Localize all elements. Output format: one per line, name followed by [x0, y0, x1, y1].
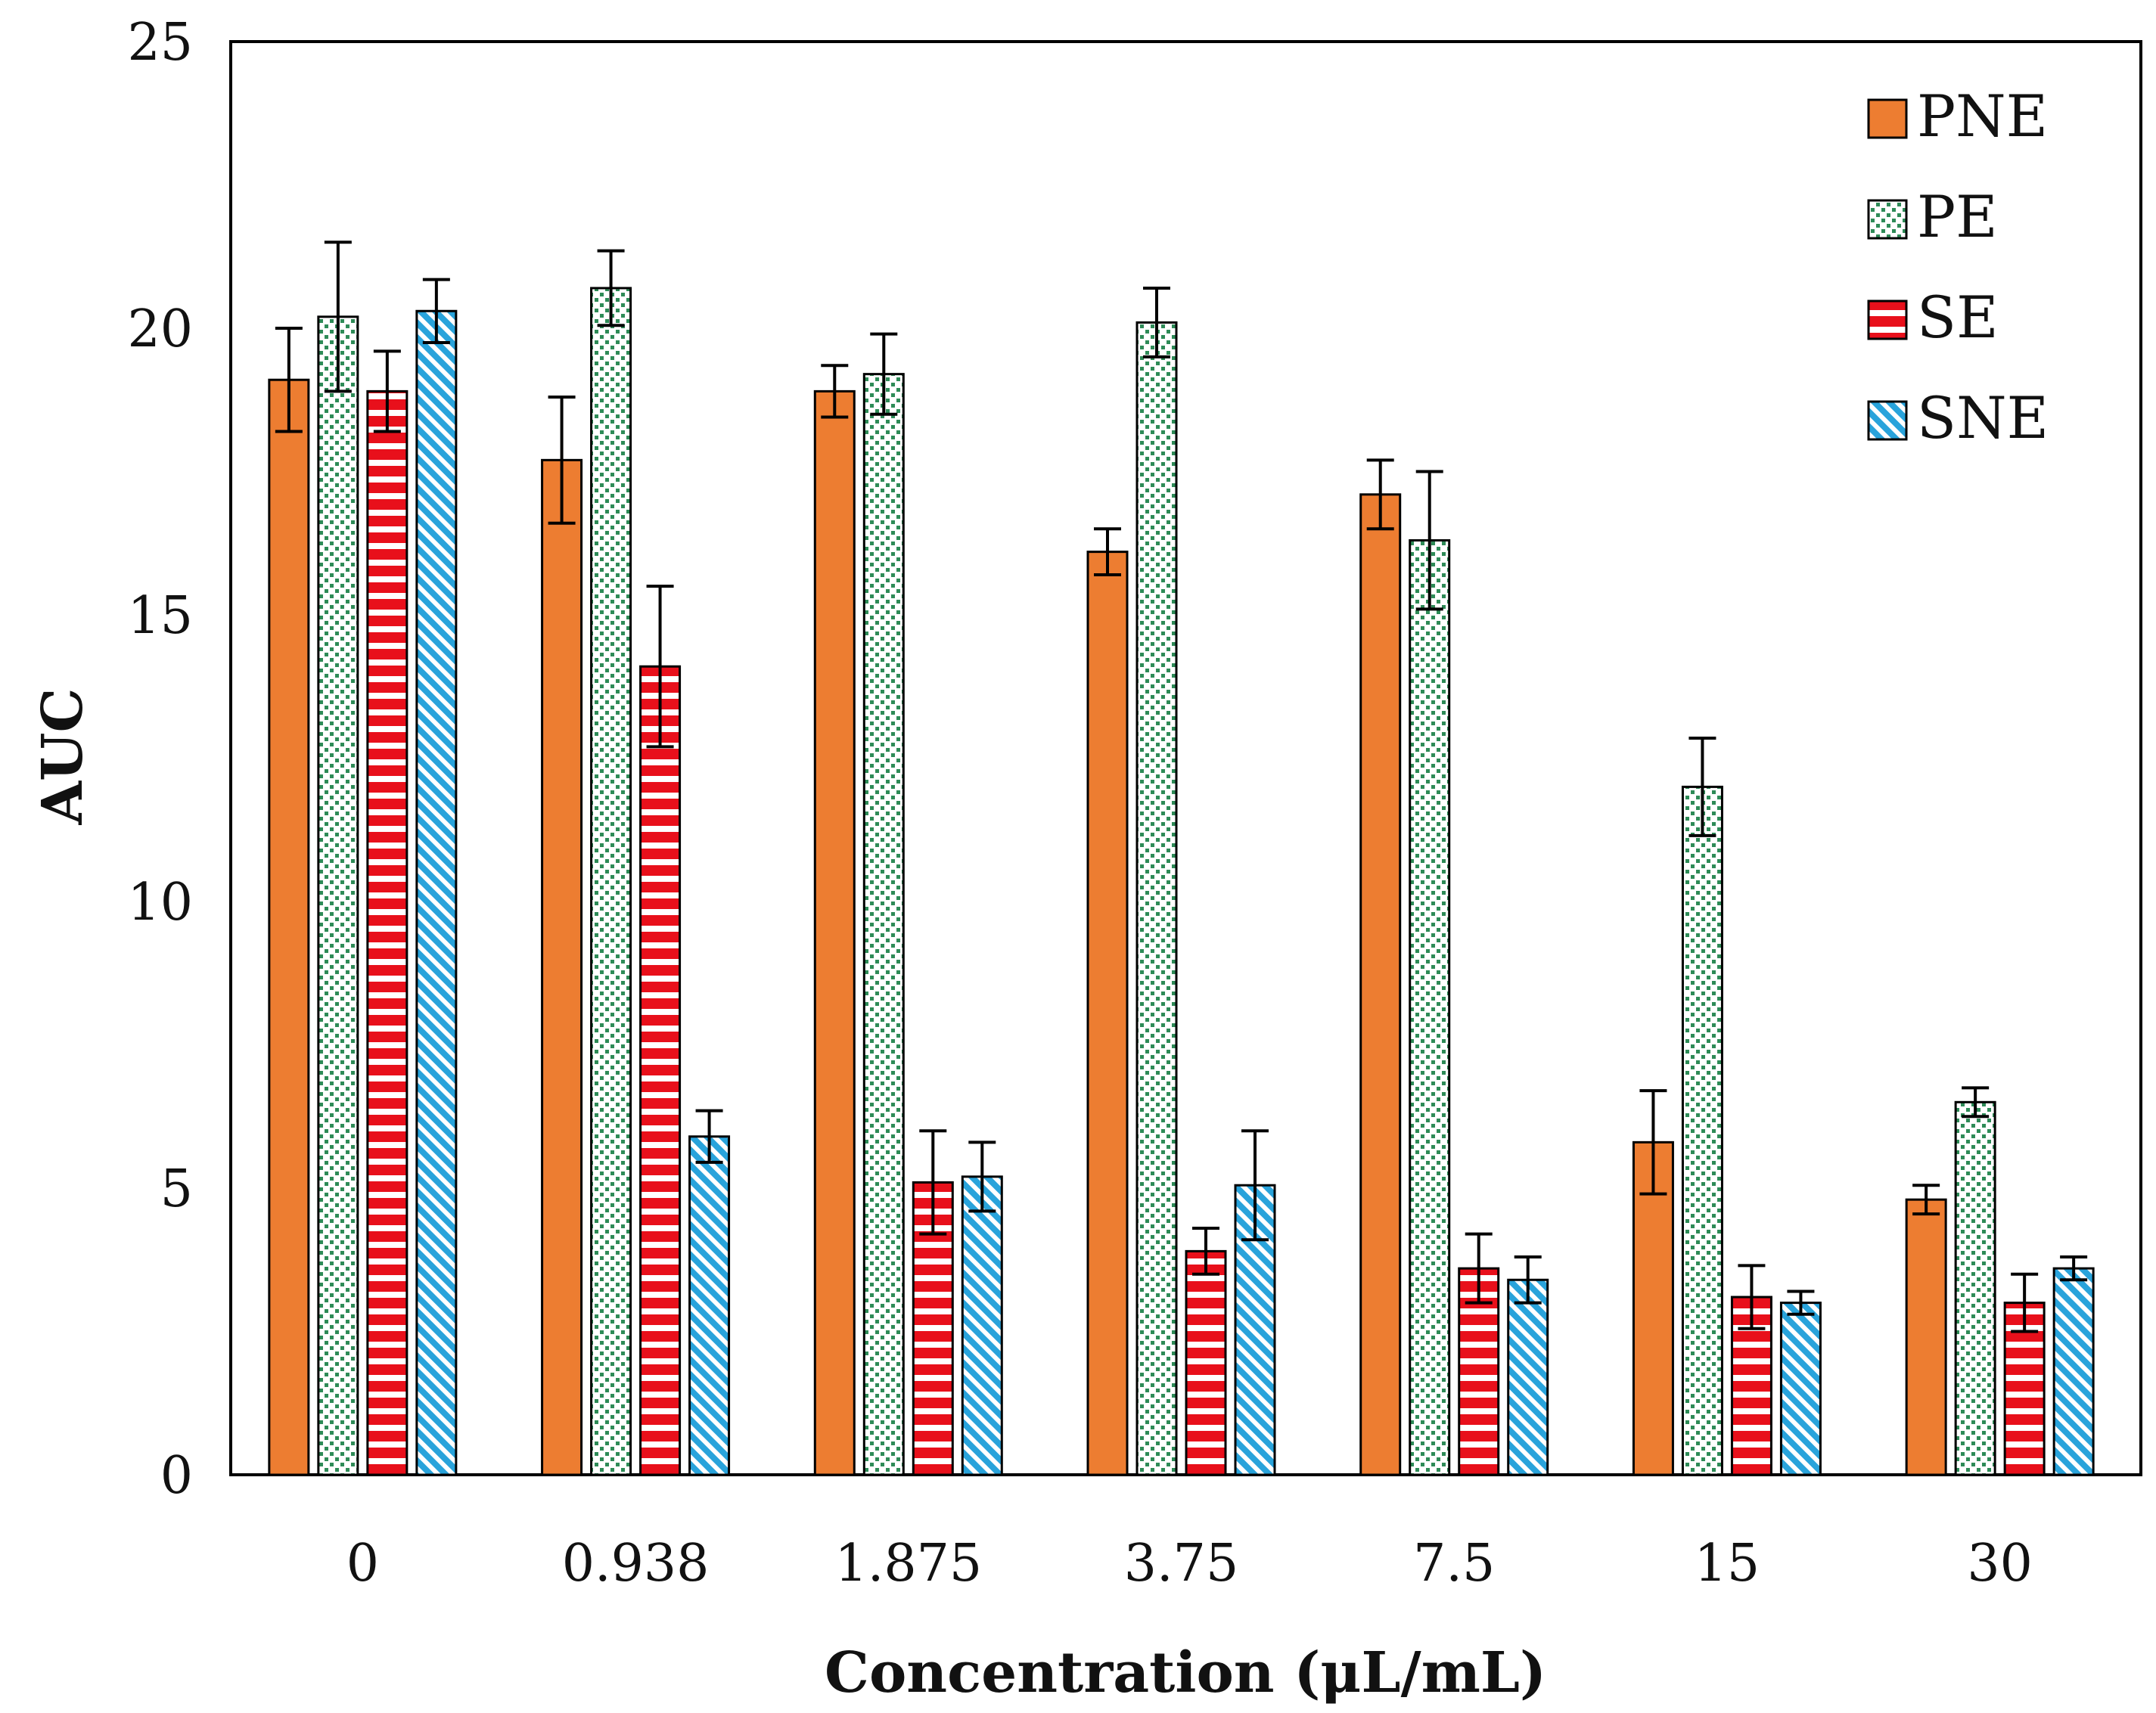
- error-bar-se-30: [2011, 1272, 2039, 1333]
- error-bar-pne-3-75: [1094, 527, 1121, 576]
- bar-pe-3-75: [1135, 321, 1178, 1476]
- bar-se-0-938: [639, 665, 682, 1476]
- error-bar-pe-30: [1962, 1086, 1990, 1119]
- y-tick-label-10: 10: [127, 873, 193, 933]
- error-bar-sne-7-5: [1514, 1255, 1542, 1305]
- bar-pe-1-875: [862, 373, 905, 1476]
- bar-pe-30: [1954, 1100, 1996, 1476]
- legend-swatch-se: [1867, 299, 1908, 340]
- x-axis-ticks: 0 0.938 1.875 3.75 7.5 15 30: [346, 1534, 2033, 1594]
- bar-se-0: [366, 389, 409, 1476]
- error-bar-sne-3-75: [1241, 1129, 1269, 1242]
- y-tick-label-25: 25: [127, 13, 193, 73]
- error-bar-sne-0-938: [695, 1109, 723, 1164]
- error-bar-sne-15: [1787, 1289, 1815, 1316]
- y-tick-label-0: 0: [160, 1446, 193, 1506]
- bar-pe-0-938: [590, 287, 632, 1476]
- x-tick-label-7-5: 7.5: [1413, 1534, 1495, 1594]
- x-tick-label-15: 15: [1695, 1534, 1760, 1594]
- error-bar-pe-0: [324, 241, 352, 393]
- bar-pe-0: [317, 315, 359, 1476]
- bar-sne-30: [2052, 1267, 2095, 1476]
- bar-pne-0-938: [541, 458, 583, 1476]
- x-tick-label-1-875: 1.875: [834, 1534, 982, 1594]
- y-axis-ticks: 0 5 10 15 20 25: [127, 13, 193, 1506]
- legend-label-pne: PNE: [1917, 82, 2048, 150]
- legend-label-pe: PE: [1917, 183, 1998, 250]
- error-bar-sne-0: [422, 278, 450, 344]
- bar-pe-15: [1681, 785, 1723, 1476]
- error-bar-se-15: [1738, 1264, 1766, 1330]
- bar-sne-7-5: [1507, 1278, 1549, 1476]
- legend: PNE PE SE SNE: [1867, 82, 2049, 452]
- legend-label-sne: SNE: [1917, 384, 2049, 452]
- y-axis-title: AUC: [30, 688, 95, 826]
- bar-pne-3-75: [1086, 551, 1129, 1476]
- bar-pne-1-875: [813, 389, 856, 1476]
- error-bar-pne-15: [1639, 1089, 1667, 1196]
- error-bar-se-7-5: [1465, 1232, 1493, 1305]
- bar-sne-0-938: [688, 1135, 731, 1476]
- error-bar-pe-15: [1688, 736, 1716, 837]
- error-bars-group: [275, 241, 2088, 1333]
- legend-swatch-pe: [1867, 199, 1908, 240]
- bar-sne-3-75: [1234, 1184, 1276, 1476]
- x-tick-label-3-75: 3.75: [1124, 1534, 1238, 1594]
- legend-swatch-sne: [1867, 400, 1908, 441]
- error-bar-pe-0-938: [597, 249, 625, 327]
- legend-label-se: SE: [1917, 284, 1999, 351]
- error-bar-pne-1-875: [821, 364, 849, 419]
- x-axis-title: Concentration (μL/mL): [825, 1640, 1546, 1705]
- error-bar-sne-30: [2060, 1255, 2088, 1282]
- error-bar-pne-0-938: [548, 395, 576, 525]
- bar-pe-7-5: [1409, 538, 1451, 1476]
- bar-sne-0: [415, 309, 458, 1476]
- error-bar-pne-0: [275, 327, 303, 433]
- x-tick-label-0: 0: [346, 1534, 379, 1594]
- x-tick-label-0-938: 0.938: [562, 1534, 710, 1594]
- error-bar-se-1-875: [919, 1129, 947, 1236]
- bar-sne-15: [1779, 1302, 1822, 1476]
- error-bar-pe-3-75: [1143, 286, 1170, 358]
- error-bar-sne-1-875: [968, 1140, 996, 1213]
- bar-se-3-75: [1185, 1249, 1227, 1476]
- bar-sne-1-875: [961, 1175, 1003, 1476]
- legend-swatch-pne: [1867, 98, 1908, 139]
- error-bar-se-0-938: [646, 585, 674, 749]
- y-tick-label-20: 20: [127, 299, 193, 359]
- bar-pne-30: [1905, 1198, 1947, 1476]
- x-tick-label-30: 30: [1967, 1534, 2033, 1594]
- error-bar-se-3-75: [1192, 1227, 1219, 1276]
- error-bar-pne-30: [1912, 1184, 1940, 1216]
- bar-pne-7-5: [1359, 493, 1402, 1476]
- error-bar-pe-1-875: [870, 332, 898, 416]
- bar-pne-0: [268, 378, 310, 1476]
- y-tick-label-5: 5: [160, 1159, 193, 1219]
- error-bar-pne-7-5: [1366, 458, 1394, 531]
- y-tick-label-15: 15: [127, 586, 193, 646]
- error-bar-se-0: [373, 349, 401, 433]
- error-bar-pe-7-5: [1415, 470, 1443, 611]
